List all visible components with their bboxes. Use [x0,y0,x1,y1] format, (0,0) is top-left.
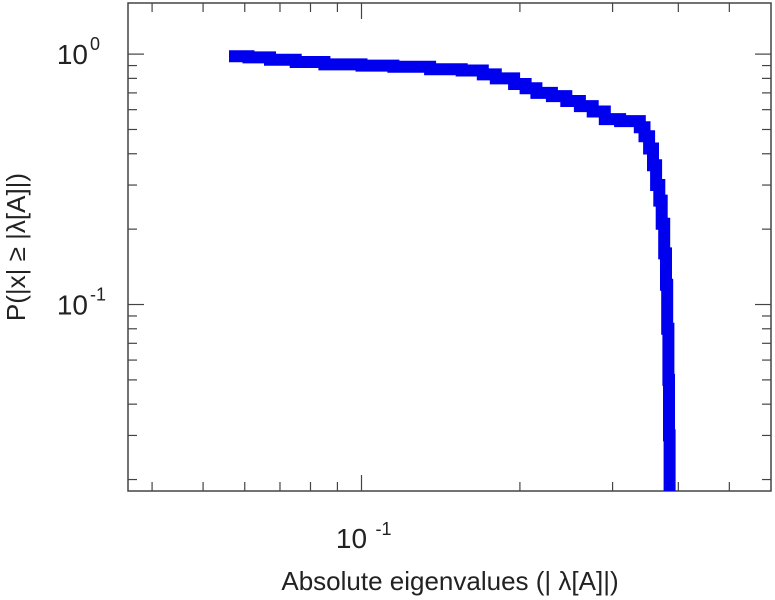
y-axis-label: P(|x| ≥ |λ[A]|) [1,173,31,321]
y-tick-label-exponent: 0 [90,34,100,54]
y-tick-label: 10 [57,39,88,70]
y-tick-label: 10 [57,290,88,321]
x-axis-label: Absolute eigenvalues (| λ[A]|) [281,566,618,596]
y-tick-label-exponent: -1 [90,285,106,305]
data-series-line [229,50,676,491]
tick-labels: 10 -110 010 -1 [57,34,392,554]
x-tick-label: 10 [336,523,367,554]
x-tick-label-exponent: -1 [375,519,391,539]
series-layer [229,50,676,491]
plot-frame [127,2,772,492]
minor-ticks [128,3,771,491]
major-ticks [128,3,771,491]
